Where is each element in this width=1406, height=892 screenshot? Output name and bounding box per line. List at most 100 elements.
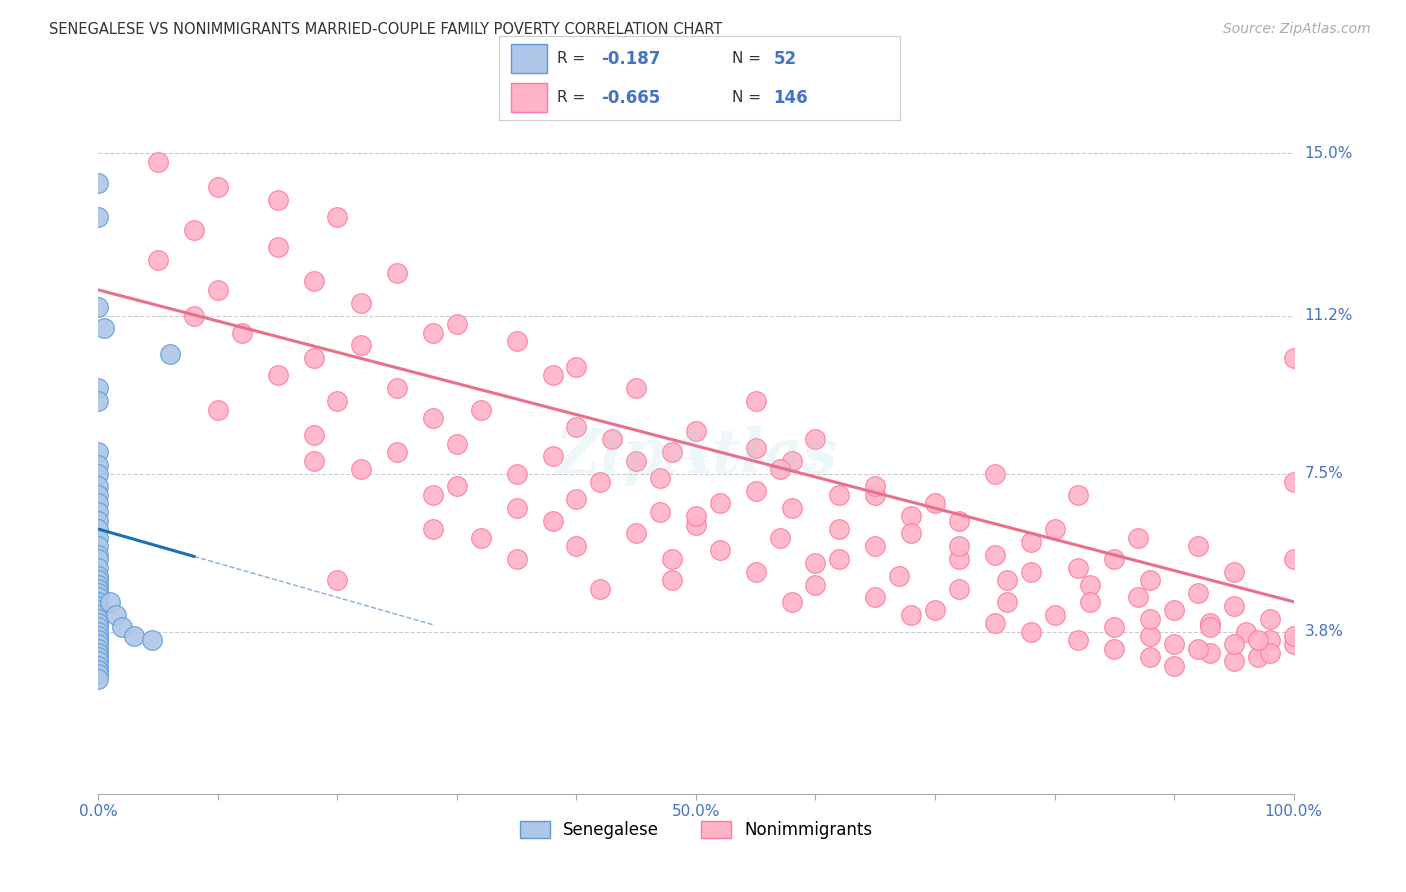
- Point: [1139, 612, 1161, 626]
- Point: [385, 381, 409, 395]
- Point: [1080, 595, 1102, 609]
- Point: [326, 211, 349, 225]
- Point: [87, 595, 110, 609]
- Point: [422, 326, 444, 340]
- Point: [422, 411, 444, 425]
- Point: [93, 321, 115, 335]
- Point: [87, 496, 110, 510]
- Point: [1199, 615, 1222, 630]
- Point: [1080, 577, 1102, 591]
- Point: [87, 574, 110, 588]
- Point: [422, 488, 444, 502]
- Point: [685, 517, 707, 532]
- Point: [87, 629, 110, 643]
- Point: [865, 488, 887, 502]
- Point: [1258, 633, 1281, 648]
- Point: [1282, 629, 1305, 643]
- Point: [302, 351, 325, 366]
- Point: [1163, 637, 1185, 651]
- Point: [385, 266, 409, 280]
- Point: [87, 615, 110, 630]
- Point: [87, 641, 110, 656]
- Point: [87, 658, 110, 673]
- Point: [506, 467, 529, 481]
- Bar: [512, 83, 547, 112]
- Point: [948, 539, 970, 553]
- Point: [804, 556, 827, 570]
- Point: [984, 615, 1007, 630]
- Point: [924, 603, 946, 617]
- Point: [745, 441, 768, 455]
- Point: [326, 574, 349, 588]
- Point: [87, 607, 110, 622]
- Point: [87, 663, 110, 677]
- Point: [506, 334, 529, 348]
- Point: [87, 620, 110, 634]
- Point: [87, 599, 110, 613]
- Point: [124, 629, 146, 643]
- Point: [661, 574, 683, 588]
- Point: [1282, 637, 1305, 651]
- Point: [87, 467, 110, 481]
- Point: [302, 274, 325, 288]
- Text: -0.187: -0.187: [602, 50, 661, 68]
- Point: [1282, 351, 1305, 366]
- Point: [865, 539, 887, 553]
- Point: [745, 483, 768, 498]
- Point: [87, 211, 110, 225]
- Point: [183, 309, 205, 323]
- Point: [745, 394, 768, 409]
- Point: [626, 454, 648, 468]
- Point: [541, 450, 564, 464]
- Point: [111, 620, 134, 634]
- Point: [828, 522, 851, 536]
- Point: [105, 607, 128, 622]
- Point: [98, 595, 122, 609]
- Point: [924, 496, 946, 510]
- Text: ZipAtlas: ZipAtlas: [555, 425, 837, 485]
- Point: [900, 607, 922, 622]
- Point: [302, 428, 325, 442]
- Point: [1187, 641, 1209, 656]
- Point: [769, 462, 792, 476]
- Point: [350, 462, 373, 476]
- Point: [984, 548, 1007, 562]
- Point: [650, 505, 672, 519]
- Point: [350, 338, 373, 352]
- Point: [87, 381, 110, 395]
- Point: [1067, 633, 1090, 648]
- Point: [1258, 646, 1281, 660]
- Point: [87, 548, 110, 562]
- Point: [565, 419, 588, 434]
- Point: [948, 582, 970, 596]
- Text: -0.665: -0.665: [602, 88, 661, 106]
- Point: [780, 454, 803, 468]
- Point: [900, 509, 922, 524]
- Point: [589, 582, 612, 596]
- Point: [87, 394, 110, 409]
- Point: [87, 514, 110, 528]
- Point: [87, 488, 110, 502]
- Point: [302, 454, 325, 468]
- Legend: Senegalese, Nonimmigrants: Senegalese, Nonimmigrants: [506, 807, 886, 853]
- Text: Source: ZipAtlas.com: Source: ZipAtlas.com: [1223, 22, 1371, 37]
- Point: [470, 531, 492, 545]
- Point: [1223, 565, 1246, 579]
- Text: 11.2%: 11.2%: [1305, 308, 1353, 323]
- Point: [828, 552, 851, 566]
- Point: [87, 458, 110, 472]
- Point: [87, 560, 110, 574]
- Point: [1223, 599, 1246, 613]
- Point: [1104, 552, 1126, 566]
- Point: [506, 500, 529, 515]
- Point: [541, 514, 564, 528]
- Point: [87, 633, 110, 648]
- Point: [1223, 637, 1246, 651]
- Text: 52: 52: [773, 50, 797, 68]
- Text: 7.5%: 7.5%: [1305, 467, 1343, 481]
- Point: [865, 479, 887, 493]
- Point: [1019, 624, 1042, 639]
- Point: [1187, 586, 1209, 600]
- Point: [1247, 633, 1270, 648]
- Text: N =: N =: [731, 90, 761, 105]
